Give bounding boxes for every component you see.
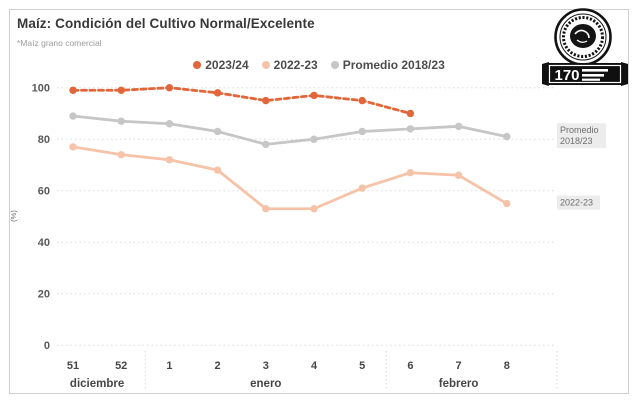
y-axis-tick-label: 100	[32, 83, 50, 95]
x-axis-week-label: 1	[166, 360, 172, 372]
data-point-marker-2023-24[interactable]	[262, 96, 270, 105]
data-point-marker-promedio-2018-23[interactable]	[165, 120, 174, 128]
data-point-marker-2023-24[interactable]	[358, 96, 366, 105]
x-axis-week-label: 7	[456, 360, 462, 372]
report-card	[9, 9, 629, 394]
line-end-label: 2018/23	[560, 136, 593, 146]
series-line-2022-23[interactable]	[71, 145, 509, 211]
series-line-promedio-2018-23[interactable]	[71, 114, 509, 146]
data-point-marker-2023-24[interactable]	[406, 109, 415, 118]
seal-circle-icon	[554, 8, 612, 66]
x-axis-week-label: 8	[504, 360, 510, 372]
legend-item-label: 2023/24	[205, 58, 249, 72]
data-point-marker-2022-23[interactable]	[358, 184, 366, 192]
seal-banner-icon: 170	[542, 62, 628, 86]
data-point-marker-promedio-2018-23[interactable]	[310, 135, 318, 143]
data-point-marker-promedio-2018-23[interactable]	[213, 127, 222, 136]
y-axis-tick-label: 0	[44, 340, 50, 352]
chart-title: Maíz: Condición del Cultivo Normal/Excel…	[17, 16, 315, 31]
data-point-marker-promedio-2018-23[interactable]	[69, 112, 77, 120]
data-point-marker-2022-23[interactable]	[213, 166, 222, 174]
x-axis-week-label: 5	[359, 360, 365, 372]
y-axis-tick-label: 80	[38, 134, 50, 146]
seal-banner-text: 170	[554, 67, 579, 84]
y-axis-tick-label: 20	[38, 289, 50, 301]
legend-item-promedio[interactable]: Promedio 2018/23	[330, 58, 445, 72]
data-point-marker-2022-23[interactable]	[69, 143, 77, 151]
data-point-marker-2023-24[interactable]	[69, 86, 77, 94]
line-end-label: 2022-23	[560, 198, 593, 208]
x-axis-week-label: 4	[311, 360, 318, 372]
data-point-marker-promedio-2018-23[interactable]	[358, 127, 366, 136]
data-point-marker-promedio-2018-23[interactable]	[262, 140, 270, 149]
data-point-marker-promedio-2018-23[interactable]	[406, 125, 415, 133]
data-point-marker-2022-23[interactable]	[503, 199, 511, 208]
data-point-marker-2023-24[interactable]	[165, 84, 174, 92]
line-end-label: Promedio	[560, 125, 599, 135]
x-axis-week-label: 6	[407, 360, 413, 372]
data-point-marker-promedio-2018-23[interactable]	[454, 122, 463, 131]
data-point-marker-2022-23[interactable]	[117, 150, 125, 159]
x-axis-month-label: diciembre	[70, 378, 124, 390]
anniversary-seal-logo: 170	[542, 8, 628, 86]
x-axis-week-label: 3	[263, 360, 269, 372]
chart-subtitle: *Maíz grano comercial	[17, 38, 102, 48]
data-point-marker-2023-24[interactable]	[117, 86, 125, 94]
series-line-2023-24[interactable]	[71, 86, 412, 115]
data-point-marker-2022-23[interactable]	[165, 156, 174, 164]
legend-dot-icon	[261, 61, 270, 69]
chart-legend: 2023/24 2022-23 Promedio 2018/23	[9, 58, 629, 72]
y-axis-tick-label: 40	[38, 237, 50, 249]
data-point-marker-promedio-2018-23[interactable]	[503, 132, 511, 141]
x-axis-week-label: 2	[215, 360, 221, 372]
y-axis-unit-label: (%)	[9, 210, 18, 222]
x-axis-week-label: 52	[115, 360, 127, 372]
data-point-marker-2023-24[interactable]	[310, 91, 318, 100]
line-end-label-bg	[557, 195, 600, 210]
legend-dot-icon	[330, 61, 339, 69]
data-point-marker-2022-23[interactable]	[454, 171, 463, 179]
data-point-marker-2022-23[interactable]	[406, 168, 415, 177]
legend-item-2023-24[interactable]: 2023/24	[193, 58, 249, 72]
legend-item-label: 2022-23	[273, 58, 318, 72]
data-point-marker-2022-23[interactable]	[310, 205, 318, 213]
x-axis-month-label: febrero	[439, 378, 479, 390]
data-point-marker-2022-23[interactable]	[262, 205, 270, 213]
legend-item-label: Promedio 2018/23	[342, 58, 445, 72]
y-axis-tick-label: 60	[38, 186, 50, 198]
legend-dot-icon	[193, 61, 202, 69]
x-axis-week-label: 51	[67, 360, 79, 372]
data-point-marker-promedio-2018-23[interactable]	[117, 117, 125, 125]
data-point-marker-2023-24[interactable]	[213, 89, 222, 97]
line-end-label-bg	[557, 123, 606, 149]
x-axis-month-label: enero	[250, 378, 281, 390]
legend-item-2022-23[interactable]: 2022-23	[261, 58, 318, 72]
